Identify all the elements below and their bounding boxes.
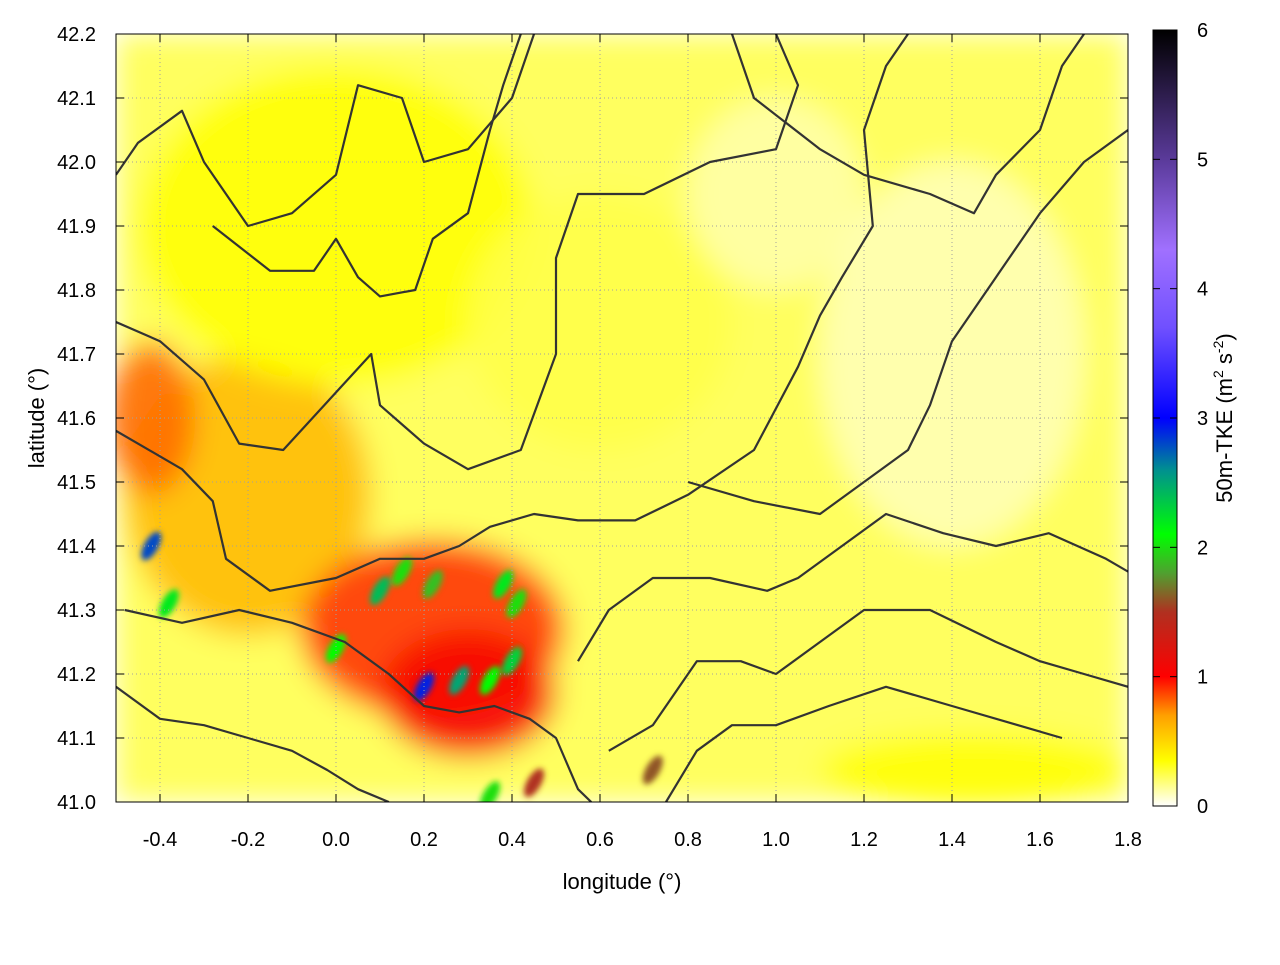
- tke-hotspot: [501, 646, 523, 676]
- colorbar-tick-label: 5: [1197, 149, 1208, 171]
- tke-hotspot: [642, 755, 663, 785]
- colorbar-tick-label: 1: [1197, 667, 1208, 689]
- contour-line: [687, 129, 1128, 516]
- colorbar-tick-label: 0: [1197, 796, 1208, 818]
- x-tick-label: 0.0: [322, 829, 350, 851]
- y-tick-label: 42.1: [57, 88, 96, 110]
- contour-line: [116, 34, 536, 228]
- tke-hotspot: [493, 570, 514, 599]
- colorbar-title: 50m-TKE (m2 s-2): [1210, 333, 1237, 502]
- tke-hotspot: [506, 589, 527, 618]
- field-region: [116, 341, 196, 495]
- x-tick-label: 1.4: [938, 829, 966, 851]
- y-tick-label: 41.5: [57, 472, 96, 494]
- colorbar-tick-labels: 0 1 2 3 4 5 6: [1197, 20, 1208, 818]
- tke-hotspot: [141, 531, 162, 561]
- contour-line: [212, 34, 522, 298]
- contour-line: [116, 34, 800, 471]
- terrain-contours: [116, 34, 1128, 802]
- x-tick-label: -0.2: [231, 829, 265, 851]
- x-tick-label: 0.4: [498, 829, 526, 851]
- colorbar-tick-label: 2: [1197, 537, 1208, 559]
- contour-line: [577, 512, 1128, 662]
- tke-hotspot: [391, 557, 413, 586]
- x-tick-label: 1.0: [762, 829, 790, 851]
- y-tick-label: 41.7: [57, 344, 96, 366]
- x-tick-label: 0.6: [586, 829, 614, 851]
- y-tick-label: 42.0: [57, 152, 96, 174]
- x-tick-labels: -0.4 -0.2 0.0 0.2 0.4 0.6 0.8 1.0 1.2 1.4 1.6 1.8: [143, 829, 1142, 851]
- axis-ticks: [116, 33, 1129, 803]
- x-tick-label: 0.8: [674, 829, 702, 851]
- tke-hotspot: [422, 570, 443, 599]
- x-tick-label: 0.2: [410, 829, 438, 851]
- tke-hotspot: [158, 589, 179, 618]
- y-tick-label: 41.2: [57, 664, 96, 686]
- tke-hotspot: [479, 781, 501, 802]
- contour-line: [665, 685, 1063, 802]
- y-tick-label: 41.3: [57, 600, 96, 622]
- x-axis-title: longitude (°): [563, 869, 682, 894]
- tke-hotspot: [523, 768, 545, 798]
- field-region: [820, 731, 1128, 802]
- tke-hotspot: [369, 576, 391, 606]
- x-tick-label: 1.6: [1026, 829, 1054, 851]
- tke-hotspot: [449, 666, 470, 695]
- x-tick-label: -0.4: [143, 829, 177, 851]
- colorbar-tick-label: 3: [1197, 408, 1208, 430]
- contour-line: [116, 685, 390, 802]
- y-tick-label: 41.4: [57, 536, 96, 558]
- y-tick-labels: 41.0 41.1 41.2 41.3 41.4 41.5 41.6 41.7 41.8 41.9…: [57, 24, 96, 814]
- contour-line: [608, 608, 1128, 752]
- contour-line: [730, 34, 1085, 215]
- x-tick-label: 1.2: [850, 829, 878, 851]
- y-tick-label: 41.0: [57, 792, 96, 814]
- contour-line: [116, 34, 909, 592]
- y-tick-label: 41.1: [57, 728, 96, 750]
- colorbar-tick-label: 4: [1197, 279, 1208, 301]
- tke-field: [116, 34, 1128, 802]
- contour-line: [124, 608, 592, 802]
- y-tick-label: 41.8: [57, 280, 96, 302]
- y-tick-label: 41.6: [57, 408, 96, 430]
- tke-hotspot: [479, 666, 501, 695]
- y-axis-title: latitude (°): [24, 368, 49, 469]
- colorbar-ticks: [1153, 29, 1177, 807]
- y-tick-label: 41.9: [57, 216, 96, 238]
- x-tick-label: 1.8: [1114, 829, 1142, 851]
- colorbar-tick-label: 6: [1197, 20, 1208, 42]
- y-tick-label: 42.2: [57, 24, 96, 46]
